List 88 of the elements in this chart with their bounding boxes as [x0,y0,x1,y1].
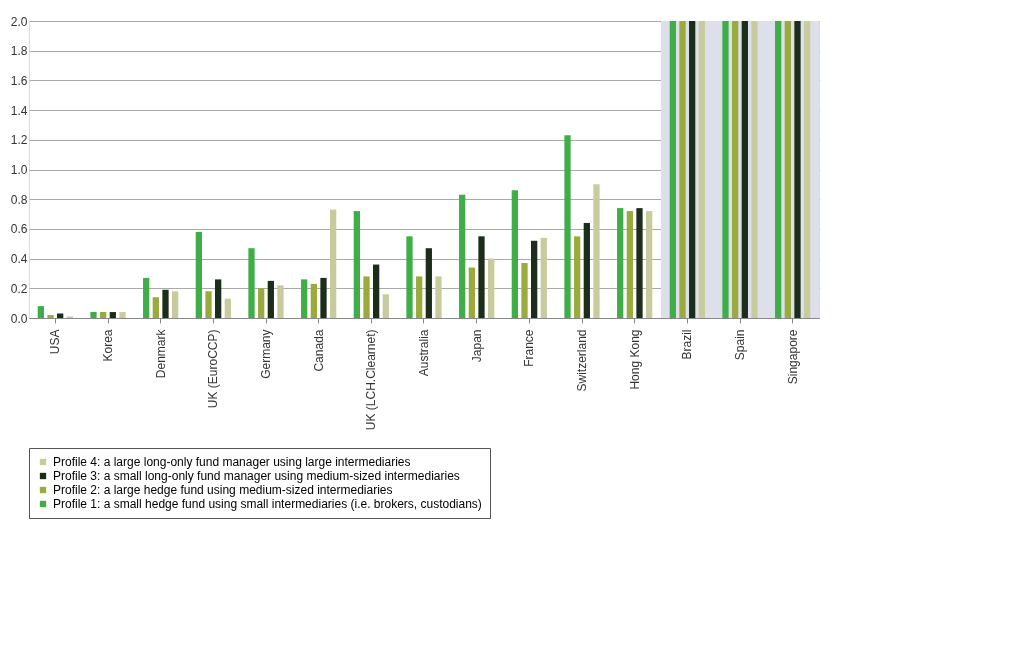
bar [172,291,179,318]
x-tick-label: Brazil [680,329,695,360]
bar [636,208,643,318]
bar [205,291,212,318]
legend-label: Profile 4: a large long-only fund manager using large intermediaries [53,455,411,469]
y-tick-label: 0.8 [10,192,28,207]
x-tick-label: UK (EuroCCP) [206,329,221,409]
bar [679,21,686,318]
bar [794,21,801,318]
y-tick-label: 0.6 [10,222,28,237]
bar [425,248,432,318]
bar [540,237,547,318]
bar [593,184,600,318]
bar [583,222,590,318]
bar [804,21,811,318]
bar [406,236,413,318]
bar [248,248,255,318]
bar [751,21,758,318]
bar [162,289,169,318]
bar [267,280,274,318]
x-tick-label: Hong Kong [627,329,642,390]
bar [478,236,485,318]
bar [732,21,739,318]
bar [301,279,308,318]
y-tick-label: 2.0 [10,14,28,29]
bar [109,312,116,318]
bar [775,21,782,318]
bar [320,277,327,318]
bar [382,294,389,318]
bar [698,21,705,318]
legend-label: Profile 3: a small long-only fund manager using medium-sized intermediaries [53,469,460,483]
bar [646,211,653,318]
bar [669,21,676,318]
bar [119,312,126,318]
bar [521,263,528,318]
bar [784,21,791,318]
bar [215,279,222,318]
bar [100,312,107,318]
bar [47,315,54,318]
y-tick-label: 0.2 [10,281,28,296]
x-tick-label: France [522,329,537,367]
x-tick-label: Singapore [785,329,800,385]
x-tick-label: Canada [311,329,326,372]
y-tick-label: 0.4 [10,252,28,267]
bar [353,211,360,318]
x-tick-label: UK (LCH.Clearnet) [364,329,379,431]
bar [37,306,44,318]
bar [511,190,518,318]
bar [90,312,97,318]
x-tick-label: Japan [469,329,484,363]
y-tick-label: 1.6 [10,73,28,88]
x-tick-label: Germany [259,329,273,379]
x-tick-label: Switzerland [575,329,589,392]
bar [531,240,538,318]
bar [617,208,624,318]
y-tick-label: 0.0 [10,311,28,326]
y-tick-label: 1.0 [10,163,28,177]
bar [330,209,337,318]
bar [363,276,370,318]
bar [468,267,475,318]
bar [277,285,284,318]
bar [564,135,571,318]
x-tick-label: Korea [101,329,115,362]
x-tick-label: Denmark [153,328,168,379]
bar [416,276,423,318]
bar [224,298,231,318]
legend-label: Profile 1: a small hedge fund using small intermediaries (i.e. brokers, custodians) [53,497,482,511]
bar [310,283,317,318]
y-tick-label: 1.4 [10,103,28,118]
y-tick-label: 1.2 [10,133,28,148]
bar [143,277,150,318]
bar [152,297,159,318]
bar [435,276,442,318]
legend-label: Profile 2: a large hedge fund using medium-sized intermediaries [53,483,393,497]
bar [626,211,633,318]
bar [574,236,581,318]
bar [722,21,729,318]
y-tick-label: 1.8 [10,44,28,59]
bar [373,264,380,318]
x-tick-label: USA [48,329,63,355]
bar [258,288,265,318]
bar [195,231,202,318]
bar [459,194,466,318]
x-tick-label: Australia [417,329,431,377]
x-tick-label: Spain [733,329,747,361]
bar [488,258,495,318]
bar [689,21,696,318]
bar [741,21,748,318]
